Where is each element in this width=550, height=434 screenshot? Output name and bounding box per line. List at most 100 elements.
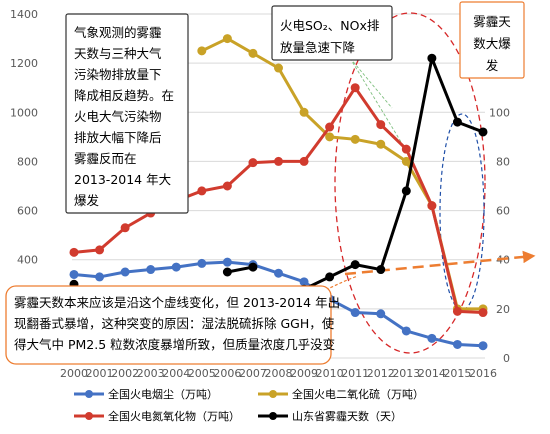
data-point [120,223,130,233]
annotation-box-trend-line: 降成相反趋势。在 [74,88,174,103]
data-point [427,333,437,343]
data-point [95,272,105,282]
highlight-ellipse-blue [439,113,485,311]
legend-item: 山东省雾霾天数（天） [258,410,402,423]
callout-line: 现翻番式暴增，这种突变的原因：湿法脱硫拆除 GGH，使 [14,316,335,331]
annotation-box-trend-line: 火电大气污染物 [74,109,162,124]
data-point [274,63,283,73]
data-point [274,156,283,166]
series-line [303,56,484,291]
right-tick-label: 80 [496,155,510,168]
guide-line [349,57,393,109]
legend-swatch-marker [85,412,93,420]
data-point [248,158,258,168]
callout-box: 雾霾天数本来应该是沿这个虚线变化，但 2013-2014 年出现翻番式暴增，这种… [5,285,340,365]
data-point [325,272,335,282]
legend-item: 全国火电二氧化硫（万吨） [258,387,424,401]
data-point [222,267,232,277]
annotation-box-emissions-line: 火电SO₂、NOx排 [280,18,380,33]
x-axis: 2000200120022003200420052006200720082009… [60,367,497,380]
data-point [69,247,79,257]
data-point [401,186,411,196]
data-point [171,262,181,272]
x-tick-label: 2003 [137,367,165,380]
data-point [376,120,386,130]
data-point [222,257,232,267]
legend-label: 全国火电二氧化硫（万吨） [292,387,424,401]
x-tick-label: 2008 [265,367,293,380]
data-point [478,127,488,137]
annotation-box-haze-frame [459,1,525,79]
data-point [197,258,207,268]
data-point [376,309,386,319]
annotation-box-trend-line: 排放大幅下降后 [74,130,162,145]
annotation-box-trend-line: 天数与三种大气 [74,46,162,61]
x-tick-label: 2010 [316,367,344,380]
data-point [69,269,79,279]
data-point [325,122,335,132]
x-tick-label: 2013 [392,367,420,380]
left-tick-label: 800 [17,155,38,168]
x-tick-label: 2012 [367,367,395,380]
x-tick-label: 2002 [111,367,139,380]
data-point [120,267,130,277]
left-tick-label: 600 [17,205,38,218]
right-tick-label: 0 [503,352,510,365]
data-point [401,144,411,154]
legend-label: 全国火电烟尘（万吨） [108,387,218,401]
annotation-box-emissions-frame [271,5,393,61]
left-tick-label: 1000 [10,106,38,119]
annotation-box-haze-line: 发 [486,58,499,73]
data-point [248,48,258,58]
data-point [350,308,360,318]
legend: 全国火电烟尘（万吨） 全国火电二氧化硫（万吨） 全国火电氮氧化物（万吨） 山东省雾霾天… [74,387,424,423]
left-tick-label: 400 [17,254,38,267]
data-point [299,107,309,117]
x-tick-label: 2004 [162,367,190,380]
data-point [350,134,360,144]
right-tick-label: 60 [496,205,510,218]
data-point [376,139,386,149]
data-point [401,326,411,336]
highlight-ellipse-red [334,12,486,354]
legend-swatch-marker [269,412,277,420]
annotation-box-trend: 气象观测的雾霾天数与三种大气污染物排放量下降成相反趋势。在火电大气污染物排放大幅… [65,13,189,214]
legend-label: 全国火电氮氧化物（万吨） [108,409,240,423]
x-tick-label: 2007 [239,367,267,380]
legend-item: 全国火电氮氧化物（万吨） [74,409,240,423]
data-point [95,245,105,255]
annotation-box-emissions-line: 放量急速下降 [280,40,356,55]
callout-line: 雾霾天数本来应该是沿这个虚线变化，但 2013-2014 年出 [14,295,340,310]
annotation-box-trend-line: 2013-2014 年大 [74,172,171,187]
data-point [222,34,232,44]
legend-swatch-marker [85,390,93,398]
annotations: 气象观测的雾霾天数与三种大气污染物排放量下降成相反趋势。在火电大气污染物排放大幅… [5,1,525,365]
data-point [350,260,360,270]
x-tick-label: 2000 [60,367,88,380]
right-tick-label: 20 [496,303,510,316]
left-axis: 0200400600800100012001400 [10,8,38,365]
data-point [197,46,207,56]
annotation-box-haze-line: 数大爆 [473,36,511,51]
data-point [248,262,258,272]
legend-swatch-marker [269,390,277,398]
x-tick-label: 2009 [290,367,318,380]
data-point [146,265,156,275]
data-point [452,339,462,349]
x-tick-label: 2005 [188,367,216,380]
left-tick-label: 1400 [10,8,38,21]
callout-frame [5,285,332,365]
data-point [274,268,283,278]
right-tick-label: 100 [489,106,510,119]
data-point [197,186,207,196]
x-tick-label: 2001 [86,367,114,380]
trend-projection-arrow [344,250,536,276]
data-point [478,341,488,351]
x-tick-label: 2015 [443,367,471,380]
data-point [478,308,488,318]
legend-item: 全国火电烟尘（万吨） [74,387,218,401]
x-tick-label: 2011 [341,367,369,380]
annotation-box-trend-line: 雾霾反而在 [74,151,137,166]
